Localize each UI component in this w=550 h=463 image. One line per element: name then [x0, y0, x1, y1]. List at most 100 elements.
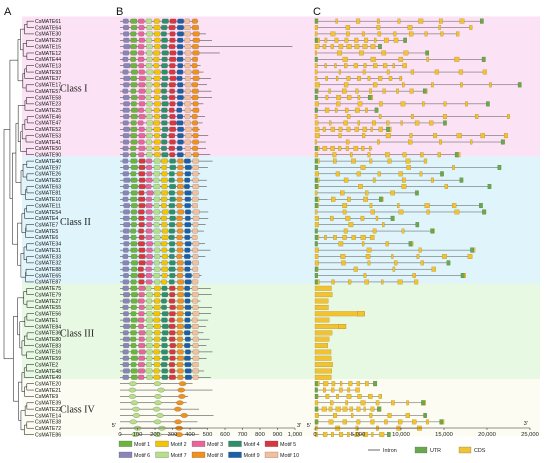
motif-box — [177, 18, 184, 24]
gene-label: CsMATE36 — [35, 331, 61, 337]
utr-region — [314, 145, 318, 151]
gene-label: CsMATE54 — [35, 210, 61, 216]
motif-box — [184, 63, 191, 69]
motif-box — [177, 126, 184, 132]
motif-box — [154, 336, 161, 342]
motif-box — [153, 222, 160, 228]
cds-exon — [353, 145, 359, 151]
cds-exon — [342, 406, 348, 412]
motif-box — [191, 196, 199, 202]
motif-box — [145, 37, 152, 43]
motif-box — [138, 374, 145, 380]
cds-exon — [314, 31, 318, 37]
cds-exon — [363, 432, 368, 437]
motif-box — [184, 203, 191, 209]
cds-exon — [392, 63, 395, 69]
motif-box — [168, 95, 176, 100]
motif-box — [130, 37, 137, 43]
motif-box — [192, 158, 199, 164]
motif-box — [184, 25, 191, 30]
motif-box — [145, 95, 152, 100]
motif-box — [162, 330, 169, 336]
motif-box — [180, 413, 188, 418]
utr-region — [480, 18, 484, 24]
motif-box — [138, 25, 145, 30]
motif-box — [176, 254, 183, 259]
motif-box — [169, 285, 176, 291]
cds-exon — [368, 394, 373, 399]
cds-exon — [383, 63, 388, 69]
motif-box — [184, 145, 191, 151]
cds-exon — [314, 133, 320, 139]
cds-exon — [330, 44, 334, 50]
cds-exon — [398, 209, 404, 215]
motif-box — [154, 114, 160, 119]
motif-box — [177, 95, 184, 100]
motif-box — [184, 368, 192, 374]
cds-exon — [397, 18, 401, 24]
motif-box — [161, 63, 168, 69]
cds-exon — [475, 114, 479, 119]
motif-box — [177, 368, 184, 374]
utr-region — [314, 95, 318, 100]
gene-label: CsMATE49 — [35, 375, 61, 381]
motif-box — [192, 44, 199, 50]
motif-box — [146, 330, 153, 336]
cds-exon — [325, 76, 328, 81]
cds-exon — [335, 406, 341, 412]
motif-box — [145, 107, 152, 113]
cds-exon — [398, 56, 404, 62]
motif-box — [123, 330, 129, 336]
motif-box — [122, 88, 129, 94]
motif-box — [169, 171, 175, 177]
motif-box — [130, 235, 137, 240]
motif-box — [177, 133, 184, 139]
motif-box — [130, 88, 137, 94]
cds-exon — [402, 63, 407, 69]
motif-box — [138, 298, 145, 304]
motif-box — [153, 120, 160, 126]
motif-box — [184, 44, 192, 50]
motif-box — [153, 304, 161, 310]
cds-exon — [367, 152, 371, 158]
motif-box — [146, 317, 153, 323]
motif-box — [177, 88, 184, 94]
motif-legend-label: Motif 4 — [244, 442, 260, 448]
motif-box — [153, 145, 160, 151]
motif-box — [152, 406, 161, 412]
motif-box — [154, 330, 161, 336]
motif-box — [154, 31, 161, 37]
motif-axis-end: 3' — [297, 423, 301, 429]
cds-exon — [314, 374, 332, 380]
gene-label: CsMATE97 — [35, 165, 61, 171]
cds-exon — [397, 279, 403, 285]
motif-box — [169, 126, 176, 132]
utr-region — [377, 406, 381, 412]
motif-box — [184, 139, 191, 145]
motif-box — [123, 114, 130, 119]
motif-box — [161, 343, 168, 348]
motif-box — [177, 317, 183, 323]
motif-box — [192, 50, 200, 56]
motif-box — [146, 177, 153, 183]
motif-box — [130, 114, 138, 119]
gene-label: CsMATE2 — [35, 362, 58, 368]
motif-box — [153, 126, 161, 132]
motif-box — [153, 273, 161, 278]
utr-region — [443, 120, 447, 126]
cds-exon — [354, 44, 360, 50]
motif-box — [122, 69, 129, 75]
cds-exon — [480, 133, 485, 139]
motif-box — [161, 368, 168, 374]
cds-exon — [410, 69, 415, 75]
motif-box — [168, 279, 175, 285]
motif-legend-swatch — [228, 440, 242, 447]
cds-exon — [360, 235, 366, 240]
motif-box — [123, 247, 129, 253]
motif-box — [153, 228, 161, 234]
cds-exon — [322, 126, 326, 132]
motif-box — [192, 31, 200, 37]
cds-exon — [369, 413, 373, 418]
motif-box — [146, 76, 152, 81]
motif-box — [192, 349, 200, 355]
